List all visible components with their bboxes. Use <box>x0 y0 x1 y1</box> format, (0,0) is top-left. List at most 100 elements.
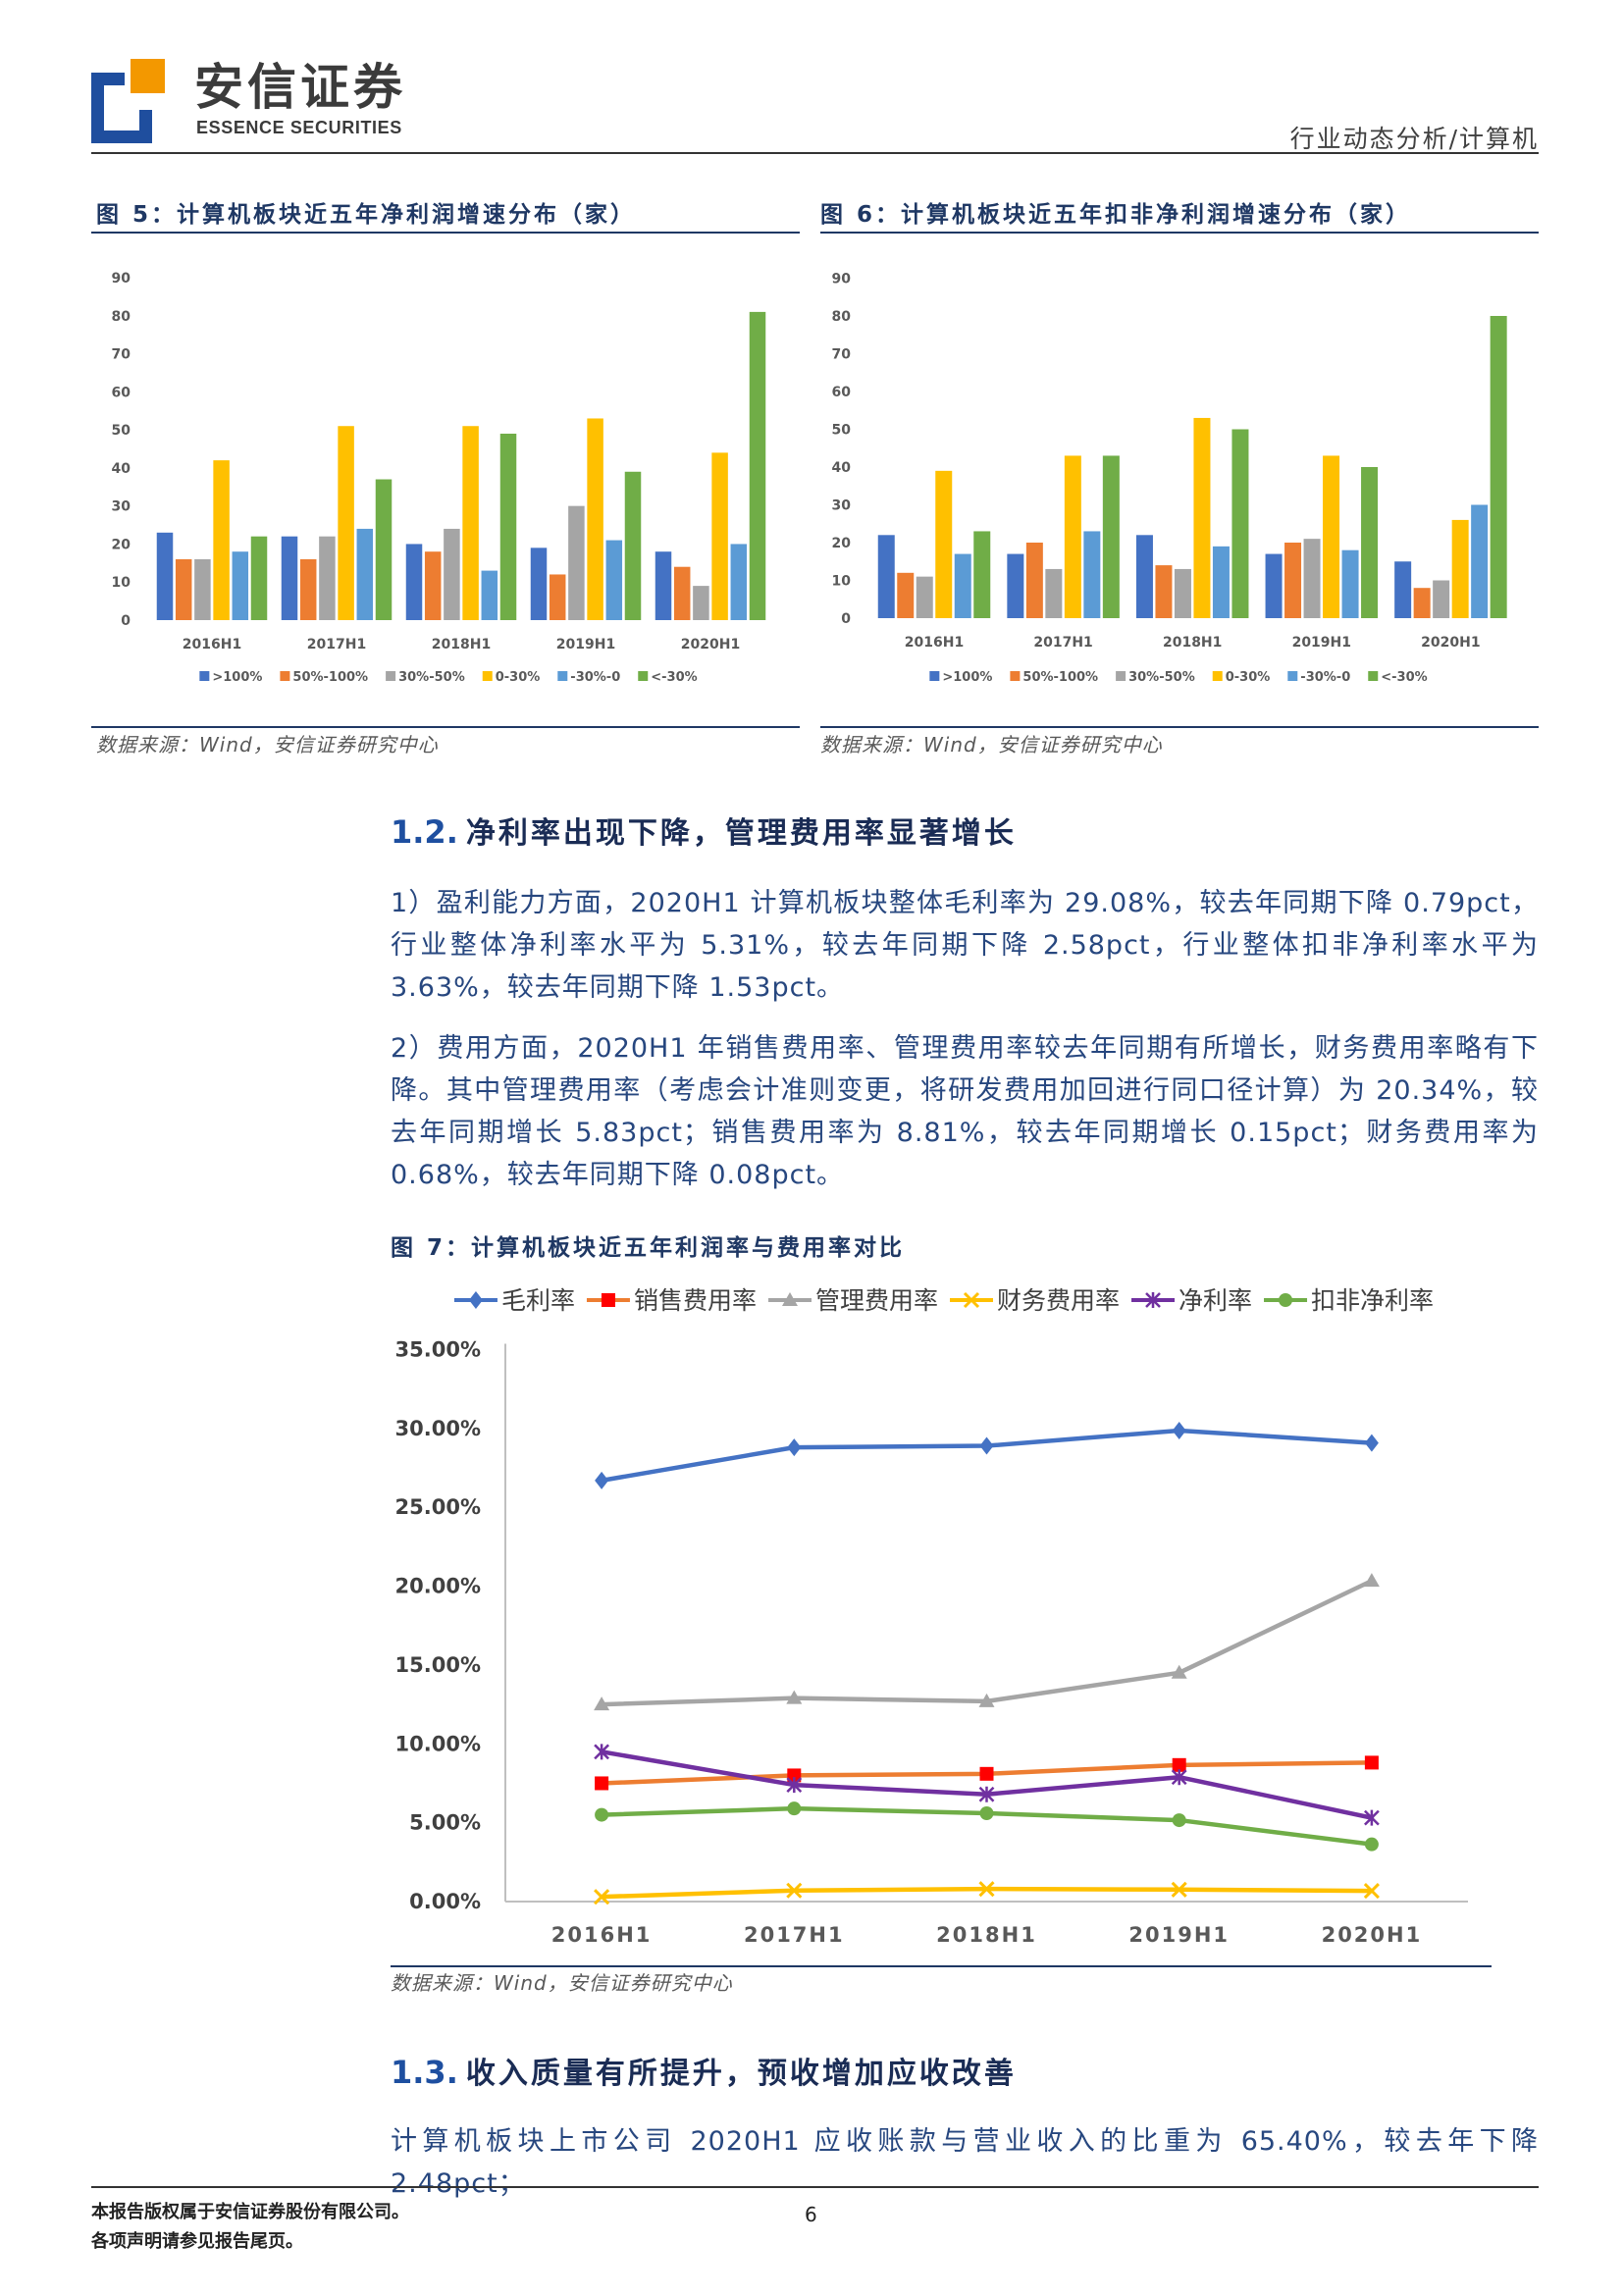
figure-5-label: 图 5： <box>96 202 178 228</box>
legend-label: <-30% <box>1381 670 1427 685</box>
bar-series-6-2019h1 <box>624 471 642 620</box>
y-tick-label: 10.00% <box>395 1732 481 1755</box>
legend-label: 30%-50% <box>1128 670 1195 685</box>
point-series-2-2019h1 <box>1172 1757 1186 1772</box>
figure-5-title-text: 计算机板块近五年净利润增速分布（家） <box>177 202 637 228</box>
x-tick-label: 2016H1 <box>551 1923 653 1947</box>
legend-label: 50%-100% <box>292 670 368 685</box>
brand-name-english: ESSENCE SECURITIES <box>196 118 402 137</box>
y-tick-label: 0 <box>121 613 131 629</box>
point-series-5-2016h1 <box>594 1744 609 1760</box>
bar-series-5-2019h1 <box>605 540 623 620</box>
point-series-4-2016h1 <box>594 1889 610 1905</box>
legend-label: >100% <box>212 670 262 685</box>
point-series-3-2016h1 <box>594 1696 610 1711</box>
point-series-6-2020h1 <box>1364 1837 1379 1852</box>
bar-series-3-2020h1 <box>1433 580 1450 618</box>
y-tick-label: 30 <box>832 498 852 514</box>
point-series-4-2018h1 <box>978 1881 995 1898</box>
bar-series-5-2017h1 <box>1083 531 1101 618</box>
x-tick-label: 2019H1 <box>1128 1923 1230 1947</box>
line-series-3 <box>599 1578 1375 1707</box>
section-title: 收入质量有所提升，预收增加应收改善 <box>465 2057 1017 2091</box>
point-series-2-2017h1 <box>787 1768 802 1783</box>
essence-logo-icon <box>91 59 165 143</box>
figure-7-title-text: 计算机板块近五年利润率与费用率对比 <box>471 1235 906 1261</box>
point-series-3-2019h1 <box>1171 1664 1187 1679</box>
bar-series-5-2016h1 <box>954 553 971 618</box>
x-tick-label: 2020H1 <box>1322 1923 1423 1947</box>
bar-series-3-2018h1 <box>444 528 460 620</box>
y-tick-label: 70 <box>832 347 852 363</box>
point-series-4-2020h1 <box>1363 1883 1380 1900</box>
section-title: 净利率出现下降，管理费用率显著增长 <box>465 816 1017 851</box>
bar-series-4-2016h1 <box>935 470 953 618</box>
bar-series-1-2016h1 <box>156 532 174 620</box>
bar-series-5-2017h1 <box>356 528 374 620</box>
bar-series-1-2020h1 <box>655 551 672 620</box>
figure-7-bottom-rule <box>391 1965 1492 1967</box>
point-series-5-2017h1 <box>786 1777 803 1794</box>
point-series-5-2018h1 <box>978 1786 995 1802</box>
legend-marker <box>1145 1292 1161 1308</box>
report-category: 行业动态分析/计算机 <box>1289 125 1539 153</box>
bar-series-2-2019h1 <box>1284 543 1302 618</box>
bar-series-2-2018h1 <box>424 551 442 620</box>
bar-series-1-2017h1 <box>1007 553 1024 618</box>
legend-swatch <box>280 671 290 681</box>
bar-series-2-2017h1 <box>299 558 317 620</box>
footer-copyright: 本报告版权属于安信证券股份有限公司。 <box>91 2202 409 2222</box>
bar-series-2-2017h1 <box>1025 543 1043 618</box>
point-series-2-2020h1 <box>1364 1755 1379 1770</box>
point-series-6-2016h1 <box>595 1807 609 1822</box>
figure-6-title-text: 计算机板块近五年扣非净利润增速分布（家） <box>901 202 1412 228</box>
figure-7-title: 图 7：计算机板块近五年利润率与费用率对比 <box>391 1233 905 1263</box>
bar-series-6-2016h1 <box>250 536 268 620</box>
x-tick-label: 2020H1 <box>1421 635 1480 651</box>
y-tick-label: 5.00% <box>409 1811 481 1835</box>
legend-label: 50%-100% <box>1022 670 1098 685</box>
x-tick-label: 2019H1 <box>556 637 615 652</box>
bar-series-2-2019h1 <box>549 574 566 620</box>
x-tick-label: 2016H1 <box>905 635 964 651</box>
figure-5-title-rule <box>91 232 800 234</box>
bar-series-4-2019h1 <box>1323 455 1340 618</box>
point-series-3-2020h1 <box>1363 1573 1380 1588</box>
bar-series-5-2019h1 <box>1341 549 1359 618</box>
legend-label: 0-30% <box>496 670 541 685</box>
legend-swatch <box>199 671 210 681</box>
bar-series-3-2016h1 <box>194 558 211 620</box>
bar-series-6-2019h1 <box>1361 467 1379 618</box>
point-series-3-2018h1 <box>978 1693 995 1707</box>
legend-label: 管理费用率 <box>815 1286 938 1315</box>
y-tick-label: 90 <box>832 272 852 287</box>
bar-series-1-2020h1 <box>1394 561 1412 618</box>
figure-6-bar-chart: 0 10 20 30 40 50 60 70 80 90 2016H1 2017H1 2018H1 201… <box>832 272 1507 685</box>
figure-5-title: 图 5：计算机板块近五年净利润增速分布（家） <box>96 200 636 230</box>
bar-series-4-2019h1 <box>587 418 603 620</box>
x-tick-label: 2019H1 <box>1292 635 1351 651</box>
x-tick-label: 2018H1 <box>432 637 491 652</box>
bar-series-1-2016h1 <box>877 535 895 618</box>
bar-series-4-2020h1 <box>1451 519 1469 618</box>
point-series-6-2019h1 <box>1172 1813 1186 1828</box>
bar-series-4-2020h1 <box>711 452 728 620</box>
legend-label: 财务费用率 <box>997 1286 1120 1315</box>
bar-series-6-2020h1 <box>1490 316 1507 618</box>
y-tick-label: 0 <box>841 611 851 627</box>
legend-label: 销售费用率 <box>634 1286 757 1315</box>
chart-legend: >100% 50%-100% 30%-50% 0-30% -30%-0 <-30% <box>929 670 1428 685</box>
legend-label: 净利率 <box>1179 1286 1252 1315</box>
footer-divider <box>91 2186 1539 2188</box>
bar-series-1-2019h1 <box>1265 553 1283 618</box>
page-number: 6 <box>805 2203 817 2226</box>
point-series-5-2020h1 <box>1364 1809 1380 1826</box>
legend-marker <box>781 1292 798 1306</box>
y-tick-label: 25.00% <box>395 1495 481 1519</box>
point-series-6-2018h1 <box>979 1806 994 1820</box>
figure-6-title: 图 6：计算机板块近五年扣非净利润增速分布（家） <box>820 200 1411 230</box>
figure-7-source: 数据来源：Wind，安信证券研究中心 <box>391 1971 733 1995</box>
x-tick-label: 2018H1 <box>1163 635 1222 651</box>
legend-swatch <box>1368 671 1379 681</box>
section-number: 1.3. <box>391 2054 458 2091</box>
